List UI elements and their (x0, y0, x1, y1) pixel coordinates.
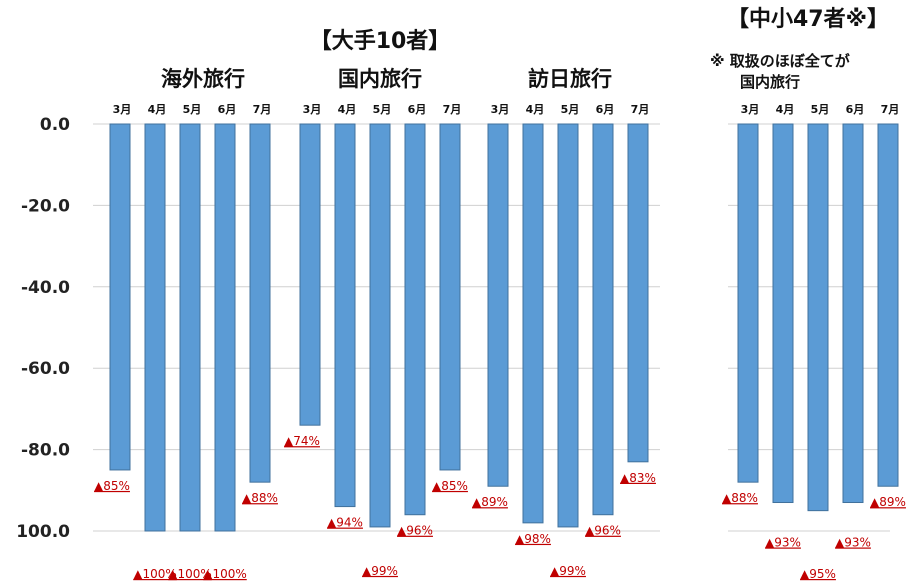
month-tick-label: 5月 (373, 103, 392, 116)
bar (369, 123, 391, 528)
bar (487, 123, 509, 487)
month-tick-label: 7月 (881, 103, 900, 116)
data-label: ▲85% (94, 479, 130, 493)
month-tick-label: 4月 (148, 103, 167, 116)
data-label: ▲93% (765, 536, 801, 550)
bar (109, 123, 131, 471)
chart-title-left: 【大手10者】 (310, 29, 451, 54)
y-tick-label: -40.0 (21, 278, 70, 298)
bar (877, 123, 899, 487)
data-label: ▲93% (835, 536, 871, 550)
month-tick-label: 6月 (846, 103, 865, 116)
group-title: 訪日旅行 (528, 67, 612, 91)
month-tick-label: 3月 (491, 103, 510, 116)
y-tick-label: -80.0 (21, 441, 70, 461)
bar (144, 123, 166, 532)
bar (807, 123, 829, 512)
data-label: ▲96% (397, 524, 433, 538)
month-tick-label: 6月 (596, 103, 615, 116)
y-tick-label: -20.0 (21, 196, 70, 216)
chart-title-right: 【中小47者※】 (727, 7, 889, 32)
y-tick-label: 100.0 (16, 522, 70, 542)
month-tick-label: 4月 (338, 103, 357, 116)
month-tick-label: 7月 (443, 103, 462, 116)
month-tick-label: 5月 (183, 103, 202, 116)
bar (522, 123, 544, 524)
month-tick-label: 5月 (811, 103, 830, 116)
month-tick-label: 3月 (113, 103, 132, 116)
data-label: ▲99% (362, 564, 398, 578)
bar (439, 123, 461, 471)
bar (179, 123, 201, 532)
y-tick-label: -60.0 (21, 359, 70, 379)
y-tick-label: 0.0 (40, 115, 70, 135)
month-tick-label: 7月 (253, 103, 272, 116)
month-tick-label: 3月 (741, 103, 760, 116)
data-label: ▲100% (168, 567, 212, 581)
month-tick-label: 3月 (303, 103, 322, 116)
footnote-line-2: 国内旅行 (740, 73, 800, 91)
data-label: ▲83% (620, 471, 656, 485)
data-label: ▲96% (585, 524, 621, 538)
bar (627, 123, 649, 463)
month-tick-label: 7月 (631, 103, 650, 116)
group-title: 国内旅行 (338, 67, 422, 91)
bar (404, 123, 426, 516)
data-label: ▲94% (327, 516, 363, 530)
data-label: ▲100% (203, 567, 247, 581)
data-label: ▲85% (432, 479, 468, 493)
data-label: ▲88% (722, 491, 758, 505)
month-tick-label: 5月 (561, 103, 580, 116)
data-label: ▲98% (515, 532, 551, 546)
data-label: ▲100% (133, 567, 177, 581)
group-title: 海外旅行 (161, 67, 245, 91)
data-label: ▲88% (242, 491, 278, 505)
month-tick-label: 6月 (218, 103, 237, 116)
data-label: ▲89% (870, 495, 906, 509)
bar (299, 123, 321, 426)
data-label: ▲95% (800, 567, 836, 581)
data-label: ▲89% (472, 495, 508, 509)
month-tick-label: 4月 (526, 103, 545, 116)
data-label: ▲74% (284, 434, 320, 448)
footnote-line-1: ※ 取扱のほぼ全てが (710, 52, 851, 70)
bar (842, 123, 864, 504)
bar (772, 123, 794, 504)
bar (737, 123, 759, 483)
month-tick-label: 4月 (776, 103, 795, 116)
bar (592, 123, 614, 516)
data-label: ▲99% (550, 564, 586, 578)
bar (557, 123, 579, 528)
bar (249, 123, 271, 483)
bar (214, 123, 236, 532)
month-tick-label: 6月 (408, 103, 427, 116)
bar (334, 123, 356, 508)
